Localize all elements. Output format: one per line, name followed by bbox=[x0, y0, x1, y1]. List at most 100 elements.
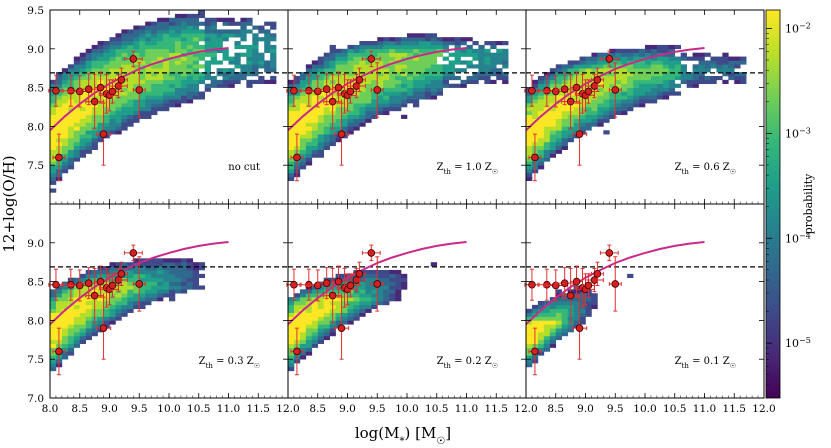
heatmap-cell bbox=[621, 99, 628, 104]
heatmap-cell bbox=[288, 114, 295, 119]
heatmap-cell bbox=[561, 304, 568, 310]
heatmap-cell bbox=[549, 72, 557, 77]
heatmap-cell bbox=[204, 68, 211, 73]
heatmap-cell bbox=[151, 72, 158, 77]
heatmap-cell bbox=[61, 293, 69, 298]
heatmap-cell bbox=[722, 68, 729, 73]
heatmap-cell bbox=[121, 110, 128, 116]
heatmap-cell bbox=[73, 289, 81, 294]
heatmap-cell bbox=[55, 91, 63, 96]
heatmap-cell bbox=[371, 103, 378, 108]
heatmap-cell bbox=[204, 52, 211, 57]
heatmap-cell bbox=[543, 347, 551, 352]
heatmap-cell bbox=[115, 122, 122, 127]
heatmap-cell bbox=[543, 316, 551, 321]
heatmap-cell bbox=[573, 312, 580, 317]
heatmap-cell bbox=[347, 316, 354, 321]
heatmap-cell bbox=[163, 56, 170, 61]
heatmap-cell bbox=[633, 56, 640, 61]
heatmap-cell bbox=[145, 60, 152, 65]
heatmap-cell bbox=[383, 68, 390, 73]
heatmap-cell bbox=[288, 99, 295, 104]
heatmap-cell bbox=[407, 75, 414, 81]
heatmap-cell bbox=[270, 37, 277, 42]
heatmap-cell bbox=[311, 343, 319, 348]
heatmap-cell bbox=[61, 87, 69, 92]
heatmap-cell bbox=[127, 118, 134, 123]
heatmap-cell bbox=[668, 48, 676, 53]
heatmap-cell bbox=[174, 79, 182, 85]
heatmap-cell bbox=[549, 301, 557, 306]
heatmap-cell bbox=[650, 83, 658, 88]
heatmap-cell bbox=[466, 52, 473, 57]
heatmap-cell bbox=[79, 320, 86, 325]
heatmap-cell bbox=[109, 269, 116, 275]
heatmap-cell bbox=[555, 83, 562, 88]
heatmap-cell bbox=[639, 99, 646, 104]
heatmap-cell bbox=[151, 262, 158, 267]
heatmap-cell bbox=[728, 75, 735, 81]
heatmap-cell bbox=[335, 60, 342, 65]
heatmap-cell bbox=[698, 79, 705, 85]
heatmap-cell bbox=[157, 107, 164, 112]
heatmap-cell bbox=[537, 316, 545, 321]
heatmap-cell bbox=[353, 48, 360, 53]
x-tick-label: 9.0 bbox=[577, 403, 594, 415]
heatmap-cell bbox=[526, 312, 533, 317]
heatmap-cell bbox=[537, 149, 545, 154]
heatmap-cell bbox=[299, 301, 307, 306]
heatmap-cell bbox=[151, 75, 158, 81]
heatmap-cell bbox=[288, 122, 295, 127]
heatmap-cell bbox=[174, 269, 182, 275]
heatmap-cell bbox=[151, 41, 158, 46]
heatmap-cell bbox=[145, 83, 152, 88]
heatmap-cell bbox=[365, 107, 372, 112]
heatmap-cell bbox=[186, 258, 194, 263]
heatmap-cell bbox=[543, 72, 551, 77]
heatmap-cell bbox=[299, 332, 307, 337]
heatmap-cell bbox=[311, 114, 319, 119]
heatmap-cell bbox=[436, 52, 443, 57]
heatmap-cell bbox=[55, 75, 63, 81]
heatmap-cell bbox=[97, 304, 104, 310]
heatmap-cell bbox=[585, 308, 592, 313]
heatmap-cell bbox=[67, 153, 75, 158]
heatmap-cell bbox=[412, 87, 420, 92]
heatmap-cell bbox=[359, 293, 366, 298]
heatmap-cell bbox=[97, 301, 104, 306]
heatmap-cell bbox=[61, 141, 69, 147]
heatmap-cell bbox=[526, 308, 533, 313]
heatmap-cell bbox=[210, 52, 217, 57]
heatmap-cell bbox=[109, 312, 116, 317]
heatmap-cell bbox=[698, 72, 705, 77]
heatmap-cell bbox=[537, 134, 545, 139]
heatmap-cell bbox=[323, 328, 330, 333]
heatmap-cell bbox=[240, 68, 247, 73]
heatmap-cell bbox=[157, 103, 164, 108]
heatmap-cell bbox=[61, 339, 69, 344]
heatmap-cell bbox=[359, 308, 366, 313]
heatmap-cell bbox=[311, 68, 319, 73]
heatmap-cell bbox=[50, 165, 57, 170]
heatmap-cell bbox=[180, 17, 188, 22]
heatmap-cell bbox=[139, 289, 146, 294]
heatmap-cell bbox=[317, 138, 324, 143]
heatmap-cell bbox=[169, 79, 176, 85]
heatmap-cell bbox=[555, 138, 562, 143]
heatmap-cell bbox=[204, 87, 211, 92]
heatmap-cell bbox=[347, 130, 354, 135]
heatmap-cell bbox=[55, 122, 63, 127]
heatmap-cell bbox=[204, 41, 211, 46]
heatmap-cell bbox=[121, 91, 128, 96]
heatmap-cell bbox=[365, 304, 372, 310]
heatmap-cell bbox=[531, 103, 539, 108]
heatmap-cell bbox=[157, 52, 164, 57]
heatmap-cell bbox=[442, 83, 449, 88]
heatmap-cell bbox=[573, 107, 580, 112]
x-tick-label: 10.5 bbox=[425, 403, 448, 415]
heatmap-cell bbox=[537, 75, 545, 81]
heatmap-cell bbox=[401, 99, 408, 104]
observation-point bbox=[605, 55, 614, 63]
heatmap-cell bbox=[627, 56, 634, 61]
heatmap-cell bbox=[466, 60, 473, 65]
